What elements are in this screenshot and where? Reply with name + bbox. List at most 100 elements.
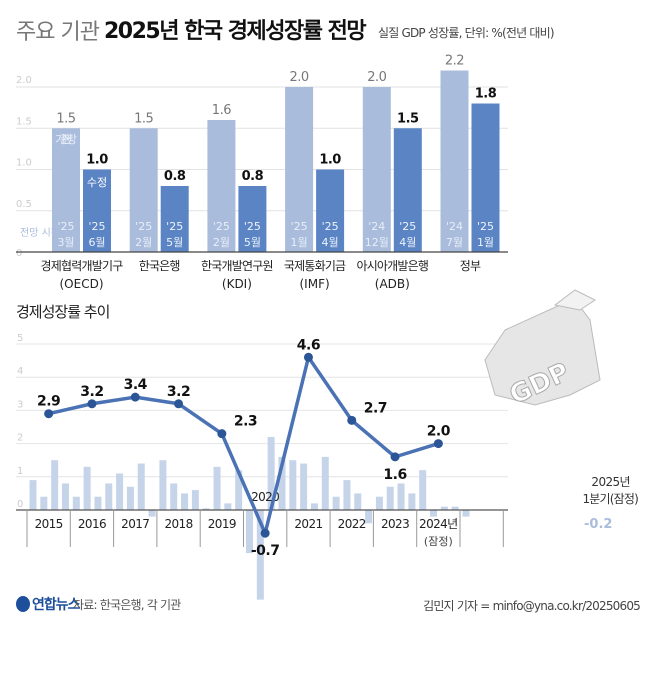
revised-date-label: 4월 — [399, 236, 416, 249]
previous-forecast-bar — [440, 70, 469, 252]
revised-value-label: 1.0 — [86, 153, 108, 168]
quarterly-bar — [256, 510, 264, 600]
annual-growth-line — [48, 355, 439, 535]
annual-data-point — [433, 439, 443, 449]
revised-value-label: 1.8 — [475, 87, 497, 102]
y-tick-label: 2 — [17, 433, 23, 444]
quarterly-bar — [137, 463, 145, 510]
category-label: 아시아개발은행 — [356, 258, 428, 273]
revised-value-label: 1.5 — [397, 111, 419, 126]
revised-value-label: 0.8 — [242, 169, 264, 184]
year-label: 2019 — [208, 517, 236, 531]
quarterly-bar — [397, 483, 405, 510]
previous-date-label: 1월 — [291, 236, 308, 249]
previous-value-label: 2.2 — [445, 54, 464, 69]
annual-value-label: -0.7 — [251, 543, 280, 559]
previous-forecast-bar — [362, 87, 391, 252]
logo-globe-icon — [16, 596, 30, 612]
arrow-head-icon — [553, 289, 596, 311]
revised-date-label: 6월 — [88, 236, 105, 249]
category-abbr: (IMF) — [300, 277, 330, 291]
quarterly-bar — [213, 466, 221, 510]
quarterly-bar — [332, 496, 340, 510]
quarterly-bar — [440, 506, 448, 510]
y-tick-label: 1.0 — [16, 158, 32, 169]
previous-value-label: 1.5 — [56, 111, 75, 126]
annual-data-point — [44, 409, 54, 419]
revised-date-label: '25 — [244, 220, 261, 233]
revised-date-label: '25 — [88, 220, 105, 233]
quarterly-bar-2025q1 — [462, 510, 470, 517]
quarterly-bar — [375, 496, 383, 510]
previous-date-label: '25 — [291, 220, 308, 233]
annual-value-label: 2.0 — [427, 424, 451, 440]
annual-value-label: 3.2 — [167, 384, 190, 400]
quarterly-bar — [72, 496, 80, 510]
previous-date-label: 7월 — [446, 236, 463, 249]
quarterly-bar — [310, 503, 318, 510]
annual-data-point — [390, 452, 400, 462]
revised-forecast-bar — [393, 128, 422, 252]
previous-forecast-bar — [207, 120, 236, 252]
revised-forecast-bar — [83, 169, 111, 252]
quarterly-bar — [451, 506, 459, 510]
year-label: 2018 — [164, 517, 192, 531]
revised-value-label: 0.8 — [164, 169, 186, 184]
annual-value-label: 1.6 — [383, 467, 406, 483]
y-tick-label: 2.0 — [16, 75, 32, 86]
quarterly-bar — [419, 470, 427, 510]
previous-date-label: 3월 — [57, 236, 74, 249]
q2025-note: 1분기(잠정) — [582, 492, 638, 506]
quarterly-bar — [61, 483, 69, 510]
yonhap-logo: 연합뉴스 — [16, 594, 81, 614]
quarterly-bar — [278, 456, 286, 510]
revised-date-label: 1월 — [477, 236, 494, 249]
quarterly-bar — [191, 490, 199, 510]
quarterly-bar — [408, 493, 416, 510]
growth-trend-chart: 0 1 2 3 4 5 GDP -0.2 2025년 1분기(잠정) 2015 2016 2017 201… — [16, 289, 639, 600]
revised-date-label: 4월 — [322, 236, 339, 249]
quarterly-bar — [386, 486, 394, 510]
revised-forecast-bar — [160, 186, 189, 252]
page-title: 2025년 한국 경제성장률 전망 — [104, 19, 367, 44]
quarterly-bar — [267, 436, 275, 510]
quarterly-bar — [126, 486, 134, 510]
quarterly-bar — [29, 480, 37, 510]
revised-date-label: 5월 — [244, 236, 261, 249]
revised-forecast-bar — [316, 169, 345, 252]
annual-value-label: 3.2 — [80, 384, 103, 400]
quarterly-bar — [289, 460, 297, 510]
quarterly-bar — [40, 496, 48, 510]
annual-data-point — [260, 528, 270, 538]
previous-date-label: 12월 — [365, 236, 389, 249]
quarterly-bar — [94, 496, 102, 510]
annual-value-label: 4.6 — [297, 337, 320, 353]
quarterly-bar — [181, 493, 189, 510]
unit-note: 실질 GDP 성장률, 단위: %(전년 대비) — [378, 26, 555, 40]
category-label: 정부 — [460, 259, 481, 273]
previous-value-label: 2.0 — [367, 70, 386, 85]
year-label: 2023 — [381, 517, 409, 531]
y-tick-label: 1 — [17, 466, 23, 477]
previous-date-label: '25 — [213, 220, 230, 233]
annual-data-point — [87, 399, 97, 409]
annual-data-point — [174, 399, 184, 409]
quarterly-bar — [430, 510, 438, 517]
annual-data-point — [347, 415, 357, 425]
logo-text: 연합뉴스 — [32, 597, 81, 613]
y-tick-label: 0 — [17, 499, 23, 510]
previous-date-label: 2월 — [213, 236, 230, 249]
quarterly-bar — [170, 483, 178, 510]
y-tick-label: 5 — [17, 333, 23, 344]
revised-forecast-bar — [471, 103, 500, 252]
revised-date-label: 5월 — [166, 236, 183, 249]
previous-date-label: '24 — [368, 220, 385, 233]
previous-date-label: '24 — [446, 220, 463, 233]
annual-data-point — [217, 429, 227, 439]
revised-date-label: '25 — [399, 220, 416, 233]
legend-date-label: 전망 시점 — [20, 227, 60, 239]
y-tick-label: 4 — [17, 366, 23, 377]
quarterly-bar — [116, 473, 124, 510]
category-label: 경제협력개발기구 — [41, 259, 124, 273]
